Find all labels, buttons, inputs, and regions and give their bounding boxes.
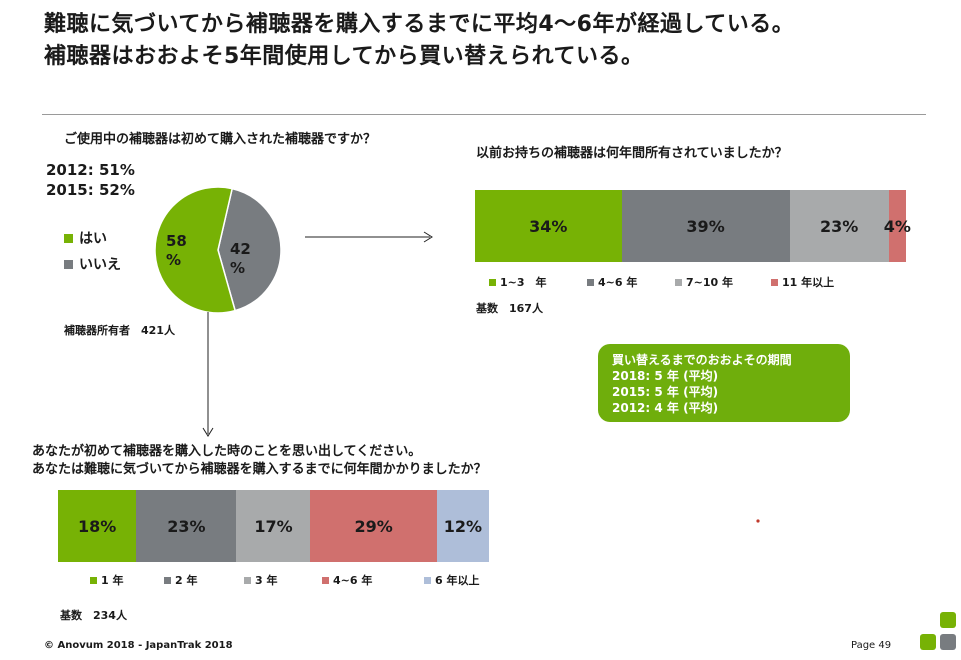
- title-divider: [42, 114, 926, 115]
- bar2-segment-3: 17%: [236, 490, 311, 562]
- logo-square-3: [940, 634, 956, 650]
- page-title-line1: 難聴に気づいてから補聴器を購入するまでに平均4～6年が経過している。: [44, 12, 795, 37]
- legend-swatch: [675, 278, 682, 286]
- bar2-segment-4: 29%: [310, 490, 437, 562]
- bar2-legend-item: 1 年: [90, 572, 123, 588]
- bar1-legend-item: 11 年以上: [771, 274, 834, 290]
- pie-yes-value: 58 %: [166, 232, 187, 269]
- bar1-legend-item: 1~3 年: [489, 274, 547, 290]
- legend-swatch: [90, 576, 97, 584]
- stray-dot: [756, 519, 760, 523]
- bar1-legend-label: 7~10 年: [686, 276, 734, 289]
- legend-swatch: [771, 278, 778, 286]
- footer-page-number: Page 49: [851, 640, 892, 651]
- bar2-legend-label: 3 年: [255, 574, 278, 587]
- bar1-legend-label: 4~6 年: [598, 276, 638, 289]
- pie-chart: [154, 186, 282, 314]
- footer-copyright: © Anovum 2018 - JapanTrak 2018: [44, 640, 233, 651]
- callout-line-3: 2015: 5 年 (平均): [612, 385, 719, 399]
- pie-stat-2015: 2015: 52%: [46, 181, 135, 199]
- legend-swatch: [322, 576, 329, 584]
- legend-swatch: [489, 278, 496, 286]
- bar2-legend-item: 3 年: [244, 572, 277, 588]
- bar2-legend-item: 4~6 年: [322, 572, 372, 588]
- bar1-legend-label: 11 年以上: [782, 276, 835, 289]
- logo-square-1: [940, 612, 956, 628]
- bar2-question-line2: あなたは難聴に気づいてから補聴器を購入するまでに何年間かかりましたか？: [32, 462, 487, 477]
- bar2-segment-1: 18%: [58, 490, 137, 562]
- bar1-base-note: 基数 167人: [476, 302, 543, 315]
- callout-line-4: 2012: 4 年 (平均): [612, 401, 719, 415]
- callout-line-1: 買い替えるまでのおおよその期間: [612, 353, 792, 367]
- bar1-stacked-bar: 34% 39% 23% 4%: [475, 190, 911, 262]
- replacement-period-callout: 買い替えるまでのおおよその期間 2018: 5 年 (平均) 2015: 5 年…: [598, 344, 850, 422]
- pie-base-note: 補聴器所有者 421人: [64, 324, 175, 337]
- legend-swatch: [64, 233, 73, 243]
- callout-line-2: 2018: 5 年 (平均): [612, 369, 719, 383]
- pie-stat-2012: 2012: 51%: [46, 161, 135, 179]
- pie-legend-yes-label: はい: [79, 231, 107, 247]
- bar2-legend: 1 年 2 年 3 年 4~6 年 6 年以上: [58, 572, 498, 588]
- bar2-legend-item: 2 年: [164, 572, 197, 588]
- logo-square-2: [920, 634, 936, 650]
- bar2-legend-label: 6 年以上: [435, 574, 480, 587]
- bar1-segment-4: 4%: [884, 190, 911, 262]
- bar1-segment-1: 34%: [475, 190, 622, 262]
- bar2-legend-label: 1 年: [101, 574, 124, 587]
- bar1-legend-item: 7~10 年: [675, 274, 733, 290]
- bar2-legend-item: 6 年以上: [424, 572, 479, 588]
- pie-no-value: 42 %: [230, 240, 251, 277]
- bar2-legend-label: 4~6 年: [333, 574, 373, 587]
- bar1-segment-3: 23%: [789, 190, 889, 262]
- pie-question: ご使用中の補聴器は初めて購入された補聴器ですか？: [64, 132, 377, 147]
- bar1-legend: 1~3 年 4~6 年 7~10 年 11 年以上: [475, 274, 915, 290]
- legend-swatch: [164, 576, 171, 584]
- bar2-legend-label: 2 年: [175, 574, 198, 587]
- bar2-stacked-bar: 18% 23% 17% 29% 12%: [58, 490, 489, 562]
- bar2-question-line1: あなたが初めて補聴器を購入した時のことを思い出してください。: [32, 444, 422, 459]
- pie-legend-no-label: いいえ: [79, 257, 121, 273]
- pie-slice-yes: [154, 186, 237, 314]
- bar2-base-note: 基数 234人: [60, 609, 127, 622]
- bar2-segment-2: 23%: [136, 490, 237, 562]
- legend-swatch: [64, 259, 73, 269]
- arrow-down-head: [202, 427, 214, 437]
- pie-legend-no: いいえ: [64, 254, 121, 274]
- legend-swatch: [587, 278, 594, 286]
- brand-logo-squares: [920, 612, 956, 650]
- bar1-legend-item: 4~6 年: [587, 274, 637, 290]
- bar2-segment-5: 12%: [436, 490, 489, 562]
- bar1-segment-2: 39%: [621, 190, 790, 262]
- pie-legend-yes: はい: [64, 228, 107, 248]
- bar1-legend-label: 1~3 年: [500, 276, 547, 289]
- legend-swatch: [244, 576, 251, 584]
- legend-swatch: [424, 576, 431, 584]
- arrow-right-head: [423, 231, 433, 243]
- page-title-line2: 補聴器はおおよそ5年間使用してから買い替えられている。: [44, 44, 644, 69]
- pie-slice-no: [217, 187, 282, 312]
- bar1-question: 以前お持ちの補聴器は何年間所有されていましたか？: [476, 146, 788, 161]
